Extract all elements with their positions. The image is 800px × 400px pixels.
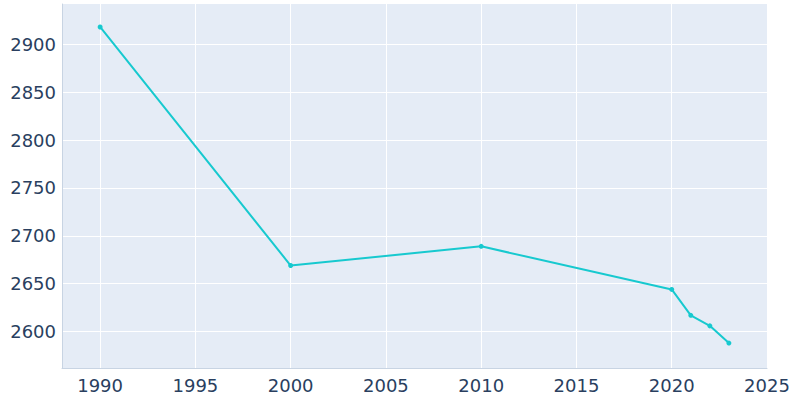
svg-text:2650: 2650 bbox=[10, 273, 56, 294]
svg-text:2850: 2850 bbox=[10, 82, 56, 103]
svg-text:2600: 2600 bbox=[10, 321, 56, 342]
svg-text:2025: 2025 bbox=[744, 375, 790, 396]
svg-text:2020: 2020 bbox=[649, 375, 695, 396]
svg-text:2015: 2015 bbox=[554, 375, 600, 396]
svg-text:2005: 2005 bbox=[363, 375, 409, 396]
svg-text:2800: 2800 bbox=[10, 130, 56, 151]
svg-text:2700: 2700 bbox=[10, 225, 56, 246]
svg-text:2900: 2900 bbox=[10, 34, 56, 55]
svg-text:1990: 1990 bbox=[77, 375, 123, 396]
svg-text:2000: 2000 bbox=[268, 375, 314, 396]
svg-text:2750: 2750 bbox=[10, 177, 56, 198]
svg-text:1995: 1995 bbox=[172, 375, 218, 396]
svg-text:2010: 2010 bbox=[458, 375, 504, 396]
